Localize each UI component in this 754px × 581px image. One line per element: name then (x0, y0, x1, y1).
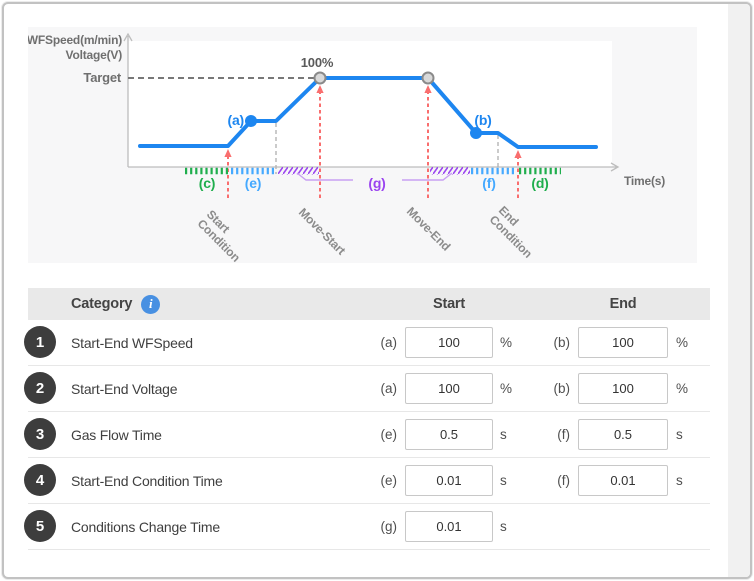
param-key-e: (e) (380, 427, 398, 442)
start-gas-flow-input[interactable] (405, 419, 493, 450)
row-number-badge: 4 (24, 464, 56, 496)
move-end-arrowhead (424, 85, 432, 93)
unit-label: s (676, 427, 683, 442)
row-number-badge: 2 (24, 372, 56, 404)
move-end-node (421, 71, 435, 85)
table-header: Category i Start End (28, 288, 710, 320)
unit-label: s (676, 473, 683, 488)
end-column-header: End (609, 296, 637, 312)
end-condition-arrowhead (514, 150, 522, 158)
row-label: Start-End WFSpeed (71, 335, 193, 351)
unit-label: % (676, 335, 689, 350)
unit-label: % (500, 381, 513, 396)
point-b-label: (b) (474, 112, 491, 128)
param-key-b: (b) (553, 381, 571, 396)
row-label: Gas Flow Time (71, 427, 162, 443)
start-condition-time-input[interactable] (405, 465, 493, 496)
red-marker-arrows (224, 85, 522, 198)
table-row: 3 Gas Flow Time (e) s (f) s (24, 412, 710, 458)
diagram-panel: WFSpeed(m/min) Voltage(V) Target 100% (a… (28, 27, 697, 263)
segment-d-label: (d) (531, 175, 548, 191)
wfspeed-profile-line (138, 76, 598, 149)
y-axis-label-voltage: Voltage(V) (66, 48, 123, 62)
x-axis (128, 162, 620, 172)
end-gas-flow-input[interactable] (578, 419, 668, 450)
conditions-change-time-input[interactable] (405, 511, 493, 542)
y-axis-label-wfspeed: WFSpeed(m/min) (28, 33, 122, 47)
segment-c-label: (c) (199, 175, 216, 191)
row-number-badge: 5 (24, 510, 56, 542)
param-key-a: (a) (380, 335, 398, 350)
table-row: 4 Start-End Condition Time (e) s (f) s (24, 458, 710, 504)
end-wfspeed-input[interactable] (578, 327, 668, 358)
start-wfspeed-input[interactable] (405, 327, 493, 358)
point-a-dot (245, 115, 257, 127)
move-start-label: Move-Start (296, 205, 348, 257)
start-condition-label: Start Condition (195, 207, 243, 263)
end-condition-label: End Condition (487, 203, 535, 260)
row-number-badge: 3 (24, 418, 56, 450)
move-start-node (313, 71, 327, 85)
param-key-f: (f) (557, 427, 570, 442)
table-row: 2 Start-End Voltage (a) % (b) % (24, 366, 710, 412)
table-row: 5 Conditions Change Time (g) s (24, 504, 710, 550)
parameter-table: Category i Start End 1 Start-End WFSpeed… (24, 288, 710, 550)
segment-f-label: (f) (482, 175, 495, 191)
svg-text:Move-Start: Move-Start (296, 205, 348, 257)
x-axis-label-time: Time(s) (624, 174, 665, 188)
param-key-f: (f) (557, 473, 570, 488)
move-start-arrowhead (316, 85, 324, 93)
row-label: Conditions Change Time (71, 519, 220, 535)
scrollbar-track[interactable] (728, 4, 750, 577)
start-column-header: Start (432, 296, 466, 312)
segment-g-hatch-left (278, 167, 319, 175)
category-header: Category (71, 296, 133, 312)
info-icon[interactable]: i (141, 294, 161, 314)
param-key-a: (a) (380, 381, 398, 396)
target-label: Target (83, 70, 121, 85)
start-voltage-input[interactable] (405, 373, 493, 404)
segment-g-connectors (296, 172, 453, 181)
end-condition-time-input[interactable] (578, 465, 668, 496)
param-key-e: (e) (380, 473, 398, 488)
move-end-label: Move-End (404, 204, 453, 253)
peak-100-label: 100% (301, 55, 334, 70)
point-a-label: (a) (227, 112, 244, 128)
y-axis (123, 32, 133, 167)
profile-diagram-svg: WFSpeed(m/min) Voltage(V) Target 100% (a… (28, 32, 665, 263)
table-row: 1 Start-End WFSpeed (a) % (b) % (24, 320, 710, 366)
row-label: Start-End Condition Time (71, 473, 223, 489)
segment-g-label: (g) (368, 175, 385, 191)
param-key-b: (b) (553, 335, 571, 350)
segment-g-hatch-right (430, 167, 470, 175)
unit-label: s (500, 519, 507, 534)
end-voltage-input[interactable] (578, 373, 668, 404)
unit-label: % (676, 381, 689, 396)
point-b-dot (470, 127, 482, 139)
param-key-g: (g) (380, 519, 398, 534)
row-label: Start-End Voltage (71, 381, 178, 397)
start-condition-arrowhead (224, 149, 232, 157)
unit-label: s (500, 427, 507, 442)
segment-e-label: (e) (245, 175, 262, 191)
unit-label: % (500, 335, 513, 350)
unit-label: s (500, 473, 507, 488)
row-number-badge: 1 (24, 326, 56, 358)
svg-text:Move-End: Move-End (404, 204, 453, 253)
